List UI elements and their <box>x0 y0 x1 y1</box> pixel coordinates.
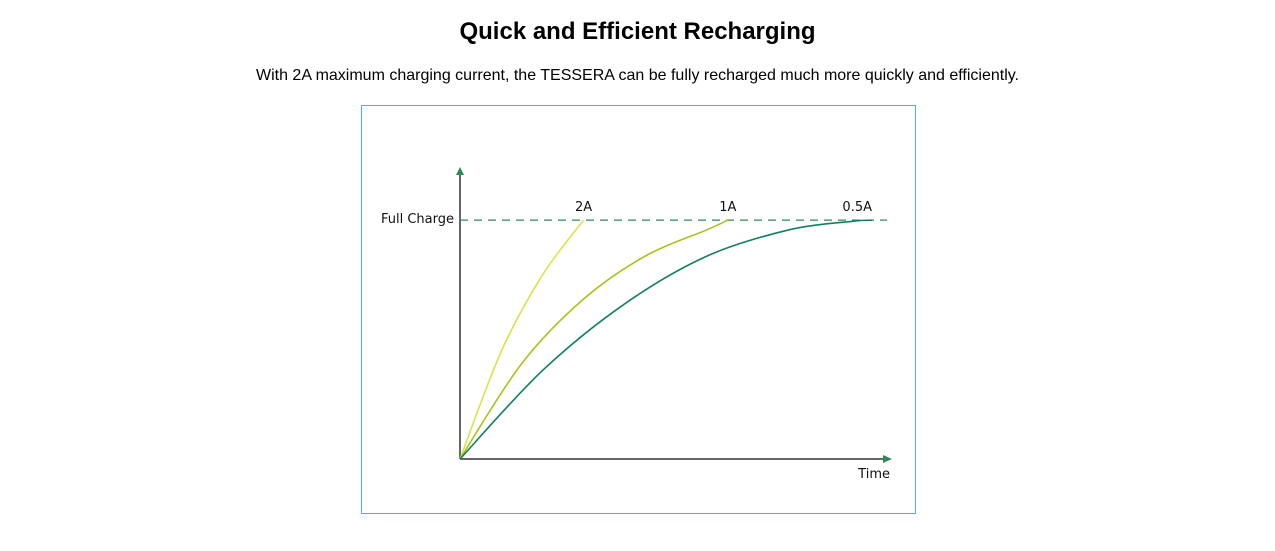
chart-frame: Full Charge Time 2A 1A 0.5A <box>361 105 916 514</box>
series-group: 2A 1A 0.5A <box>459 200 873 460</box>
y-axis-arrow <box>456 167 464 175</box>
full-charge-label: Full Charge <box>381 212 454 227</box>
series-line-1 <box>459 219 729 460</box>
page-title: Quick and Efficient Recharging <box>459 18 816 45</box>
series-line-2 <box>459 219 873 460</box>
charging-chart: Full Charge Time 2A 1A 0.5A <box>381 167 892 482</box>
series-line-0 <box>459 219 585 460</box>
x-axis-arrow <box>883 455 892 463</box>
page-subtitle: With 2A maximum charging current, the TE… <box>255 67 1019 84</box>
x-axis-label: Time <box>857 467 890 482</box>
series-label-0: 2A <box>575 200 592 215</box>
series-label-1: 1A <box>719 200 736 215</box>
series-label-2: 0.5A <box>842 200 872 215</box>
